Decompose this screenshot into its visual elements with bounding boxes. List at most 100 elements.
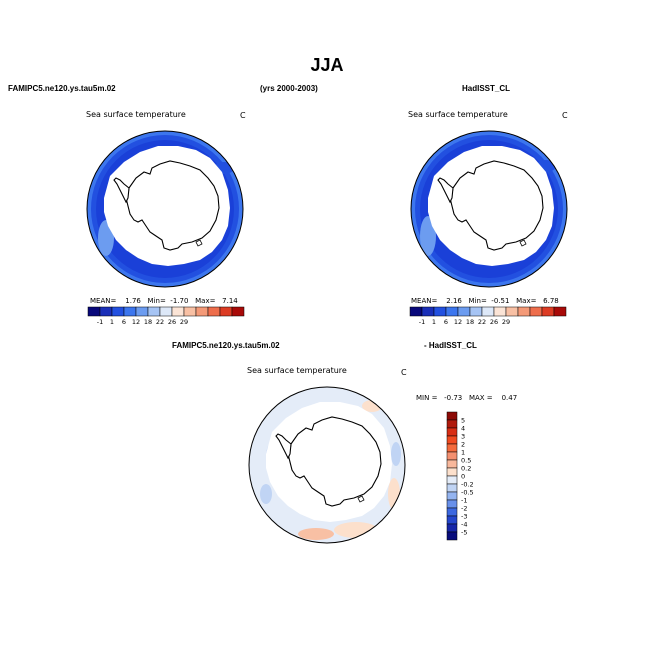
cbar1-swatch-7 (171, 306, 185, 317)
map3-patch-2 (312, 389, 340, 399)
cbar3-tick-label-7: 0 (461, 473, 465, 481)
right-obs-header: HadISST_CL (462, 84, 511, 93)
map3-map-border (248, 386, 406, 544)
cbar2-swatch-4 (457, 306, 471, 317)
cbar2-tick-label-2: 6 (444, 318, 448, 326)
map2-peninsula-outline (437, 177, 454, 204)
map2-units: C (562, 111, 568, 120)
cbar2-swatch-11 (541, 306, 555, 317)
map1-continent-outline (125, 160, 220, 251)
map3-patch-8 (391, 442, 401, 466)
diff-obs-header: - HadISST_CL (424, 341, 477, 350)
map3-stats: MIN = -0.73 MAX = 0.47 (416, 394, 517, 402)
cbar2-tick-label-3: 12 (454, 318, 462, 326)
map2-colorbar: -1 1 6 12 18 22 26 29 (409, 306, 567, 326)
cbar3-swatch-5 (446, 451, 458, 461)
cbar3-tick-label-6: 0.2 (461, 465, 471, 473)
map2-mean-value: 2.16 (446, 297, 462, 305)
map3-patch-6 (298, 528, 334, 540)
cbar1-swatch-0 (87, 306, 101, 317)
left-model-header: FAMIPC5.ne120.ys.tau5m.02 (8, 84, 116, 93)
cbar2-swatch-2 (433, 306, 447, 317)
map1-mean-value: 1.76 (125, 297, 141, 305)
map2-map-border (410, 130, 568, 288)
cbar3-tick-label-8: -0.2 (461, 481, 474, 489)
cbar2-swatch-6 (481, 306, 495, 317)
cbar2-swatch-12 (553, 306, 567, 317)
map3-field (249, 387, 405, 543)
cbar3-swatch-4 (446, 443, 458, 453)
cbar3-swatch-12 (446, 507, 458, 517)
cbar2-swatch-3 (445, 306, 459, 317)
map1-colorbar: -1 1 6 12 18 22 26 29 (87, 306, 245, 326)
cbar3-tick-label-3: 2 (461, 441, 465, 449)
map1-units: C (240, 111, 246, 120)
cbar3-tick-label-12: -3 (461, 513, 467, 521)
map3-patch-1 (260, 484, 272, 504)
cbar3-tick-label-2: 3 (461, 433, 465, 441)
cbar1-tick-label-0: -1 (97, 318, 103, 326)
cbar3-tick-label-13: -4 (461, 521, 467, 529)
cbar3-tick-label-0: 5 (461, 417, 465, 425)
cbar2-tick-label-1: 1 (432, 318, 436, 326)
map2-min-label: Min= (468, 297, 487, 305)
period-header: (yrs 2000-2003) (260, 84, 318, 93)
map3-min-value: -0.73 (444, 394, 463, 402)
cbar2-swatch-5 (469, 306, 483, 317)
cbar1-swatch-8 (183, 306, 197, 317)
cbar1-swatch-4 (135, 306, 149, 317)
cbar2-tick-label-4: 18 (466, 318, 474, 326)
cbar1-tick-label-4: 18 (144, 318, 152, 326)
map1-max-label: Max= (195, 297, 216, 305)
map2-continent-outline (449, 160, 544, 251)
map3-max-label: MAX = (468, 394, 493, 402)
figure-title: JJA (310, 55, 344, 75)
cbar3-swatch-0 (446, 411, 458, 421)
cbar1-tick-label-1: 1 (110, 318, 114, 326)
cbar2-swatch-8 (505, 306, 519, 317)
cbar3-swatch-2 (446, 427, 458, 437)
cbar3-swatch-1 (446, 419, 458, 429)
cbar1-swatch-10 (207, 306, 221, 317)
cbar2-tick-label-7: 29 (502, 318, 510, 326)
cbar3-tick-label-5: 0.5 (461, 457, 471, 465)
cbar1-swatch-12 (231, 306, 245, 317)
cbar1-tick-label-7: 29 (180, 318, 188, 326)
cbar1-tick-label-5: 22 (156, 318, 164, 326)
map2-min-value: -0.51 (491, 297, 510, 305)
map2-mean-label: MEAN= (411, 297, 438, 305)
cbar2-tick-label-5: 22 (478, 318, 486, 326)
map2-stats: MEAN= 2.16 Min= -0.51 Max= 6.78 (411, 297, 559, 305)
cbar3-tick-label-1: 4 (461, 425, 465, 433)
cbar2-swatch-10 (529, 306, 543, 317)
map1-map-border (86, 130, 244, 288)
cbar3-swatch-6 (446, 459, 458, 469)
map1-min-label: Min= (147, 297, 166, 305)
cbar3-tick-label-9: -0.5 (461, 489, 474, 497)
cbar3-swatch-3 (446, 435, 458, 445)
map2-polar-map (410, 130, 568, 288)
map3-max-value: 0.47 (501, 394, 518, 402)
cbar3-swatch-9 (446, 483, 458, 493)
map2-max-label: Max= (516, 297, 537, 305)
cbar1-swatch-5 (147, 306, 161, 317)
map3-continent-outline (287, 416, 382, 507)
cbar3-tick-label-10: -1 (461, 497, 467, 505)
map1-island-outline (195, 239, 203, 247)
cbar1-tick-label-6: 26 (168, 318, 176, 326)
map3-island-outline (357, 495, 365, 503)
map3-polar-map (248, 386, 406, 544)
cbar2-tick-label-0: -1 (419, 318, 425, 326)
cbar1-swatch-3 (123, 306, 137, 317)
cbar1-tick-label-2: 6 (122, 318, 126, 326)
map3-min-label: MIN = (416, 394, 438, 402)
cbar1-swatch-6 (159, 306, 173, 317)
cbar1-swatch-9 (195, 306, 209, 317)
cbar2-swatch-1 (421, 306, 435, 317)
cbar1-tick-label-3: 12 (132, 318, 140, 326)
map3-title: Sea surface temperature (247, 366, 347, 375)
map3-patch-7 (282, 518, 302, 530)
map1-field (87, 131, 243, 287)
